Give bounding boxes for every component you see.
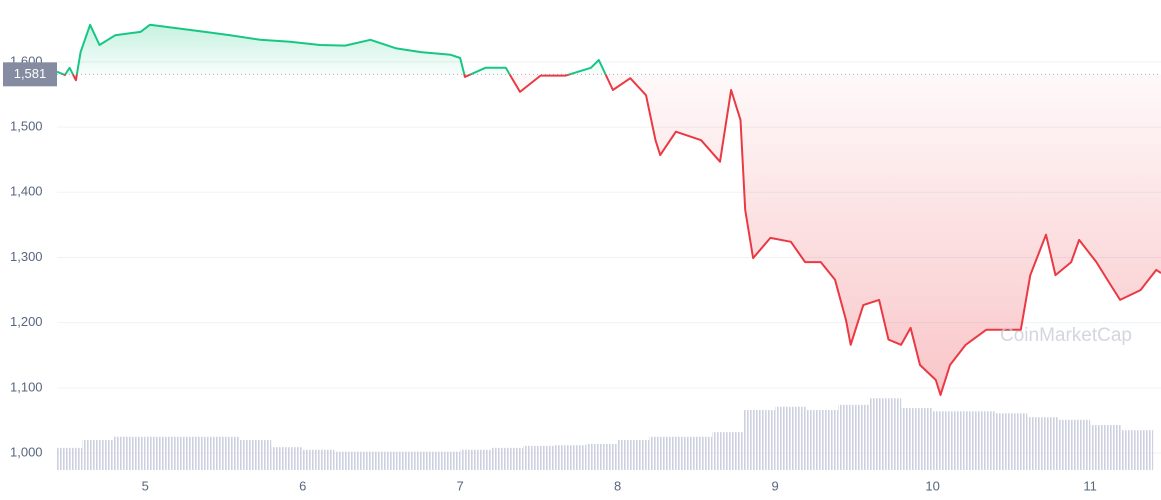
volume-bar (1058, 419, 1091, 470)
y-tick-label: 1,300 (10, 249, 43, 264)
y-tick-label: 1,000 (10, 444, 43, 459)
x-tick-label: 5 (142, 478, 149, 493)
x-tick-label: 6 (299, 478, 306, 493)
volume-bar (649, 436, 681, 470)
volume-bar (428, 451, 461, 470)
volume-bar (113, 436, 146, 470)
y-tick-label: 1,100 (10, 379, 43, 394)
volume-bar (932, 411, 965, 470)
volume-bar (57, 447, 83, 470)
volume-bar (1027, 417, 1059, 470)
x-tick-label: 7 (457, 478, 464, 493)
x-tick-label: 9 (772, 478, 779, 493)
volume-bar (712, 432, 744, 470)
volume-bar (397, 451, 429, 470)
volume-bar (617, 440, 650, 470)
volume-bar (491, 447, 524, 470)
x-tick-label: 11 (1083, 478, 1097, 493)
volume-bar (1121, 430, 1154, 470)
volume-bar (82, 440, 114, 470)
baseline-label-box (3, 62, 57, 87)
y-tick-label: 1,500 (10, 119, 43, 134)
volume-bar (1090, 425, 1122, 470)
volume-bar (869, 398, 902, 470)
volume-bar (964, 411, 996, 470)
volume-bar (365, 451, 398, 470)
y-tick-label: 1,200 (10, 314, 43, 329)
volume-bar (145, 436, 177, 470)
volume-bar (176, 436, 209, 470)
volume-bar (995, 413, 1028, 470)
volume-bar (302, 449, 335, 470)
volume-bar (554, 445, 587, 470)
y-tick-label: 1,400 (10, 184, 43, 199)
volume-bar (586, 443, 618, 470)
volume-bar (460, 449, 492, 470)
watermark: CoinMarketCap (1000, 325, 1132, 346)
volume-bar (239, 440, 272, 470)
volume-bar (523, 445, 555, 470)
price-line (56, 23, 1161, 396)
volume-bar (901, 408, 933, 470)
volume-bar (271, 447, 303, 470)
volume-bar (806, 410, 839, 470)
volume-bar (334, 451, 366, 470)
volume-bar (838, 404, 870, 470)
baseline-label: 1,581 (14, 66, 47, 81)
volume-bar (775, 406, 807, 470)
volume-bar (680, 436, 713, 470)
area (57, 24, 1161, 396)
volume-bar (208, 436, 240, 470)
x-tick-label: 8 (614, 478, 621, 493)
x-tick-label: 10 (925, 478, 939, 493)
volume-bar (743, 410, 776, 470)
